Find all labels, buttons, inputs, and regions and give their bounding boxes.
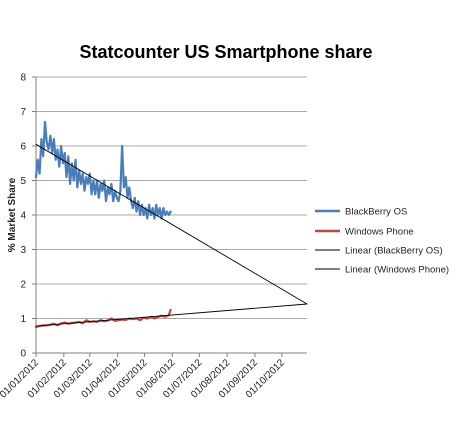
y-tick-label-0: 0 xyxy=(20,349,26,360)
legend-label-linear-windows-phone: Linear (Windows Phone) xyxy=(345,265,449,276)
series-line-blackberry-os xyxy=(34,120,172,220)
legend-label-linear-blackberry-os: Linear (BlackBerry OS) xyxy=(345,246,443,257)
gridlines xyxy=(36,76,307,319)
y-axis-label: % Market Share xyxy=(7,177,18,252)
y-tick-label-6: 6 xyxy=(20,142,26,153)
legend-label-windows-phone: Windows Phone xyxy=(345,227,414,238)
y-tick-label-5: 5 xyxy=(20,176,26,187)
y-tick-label-2: 2 xyxy=(20,280,26,291)
y-tick-label-1: 1 xyxy=(20,314,26,325)
series-lines xyxy=(34,120,308,329)
y-tick-label-7: 7 xyxy=(20,107,26,118)
y-tick-label-4: 4 xyxy=(20,211,26,222)
y-tick-labels: 0 1 2 3 4 5 6 7 8 xyxy=(20,73,36,360)
series-line-linear-blackberry-os xyxy=(35,143,308,305)
series-line-linear-windows-phone xyxy=(35,303,308,327)
y-tick-label-8: 8 xyxy=(20,73,26,84)
legend-label-blackberry-os: BlackBerry OS xyxy=(345,207,407,218)
chart-title: Statcounter US Smartphone share xyxy=(79,42,372,62)
legend: BlackBerry OS Windows Phone Linear (BlackB… xyxy=(315,207,449,276)
y-tick-label-3: 3 xyxy=(20,245,26,256)
